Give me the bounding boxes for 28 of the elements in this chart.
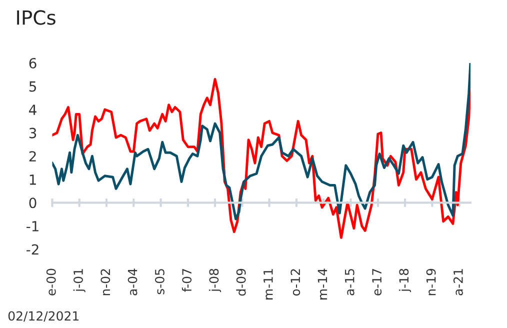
x-tick-label: e-17 (372, 269, 382, 296)
x-tick-label: f-07 (182, 269, 192, 292)
x-tick-label: o-12 (290, 269, 300, 296)
y-tick-label: 1 (30, 174, 36, 185)
chart-title: IPCs (17, 10, 56, 25)
x-tick-label: n-02 (100, 269, 110, 296)
y-tick-label: 3 (29, 128, 36, 138)
x-tick-label: a-21 (453, 269, 463, 296)
y-tick-label: -1 (26, 221, 38, 232)
x-tick-label: s-05 (154, 269, 164, 294)
x-tick-label: a-04 (128, 268, 138, 296)
x-tick-label: n-19 (426, 268, 436, 296)
x-tick-label: j-18 (398, 268, 412, 292)
x-tick-label: j-01 (73, 269, 86, 292)
x-tick-label: d-09 (236, 268, 246, 296)
x-tick-label: e-00 (46, 268, 56, 296)
y-tick-label: 4 (29, 104, 36, 115)
y-tick-label: 6 (29, 58, 36, 68)
x-tick-label: j-08 (208, 268, 222, 292)
y-tick-label: 0 (29, 198, 36, 208)
x-tick-label: m-14 (318, 268, 327, 300)
x-tick-label: a-15 (345, 269, 354, 296)
line-series (52, 62, 470, 220)
x-tick-label: m-11 (264, 269, 273, 300)
y-tick-label: -2 (26, 244, 38, 255)
text: 02/12/2021 (8, 311, 78, 322)
y-tick-label: 2 (29, 151, 36, 162)
y-tick-label: 5 (29, 81, 36, 92)
